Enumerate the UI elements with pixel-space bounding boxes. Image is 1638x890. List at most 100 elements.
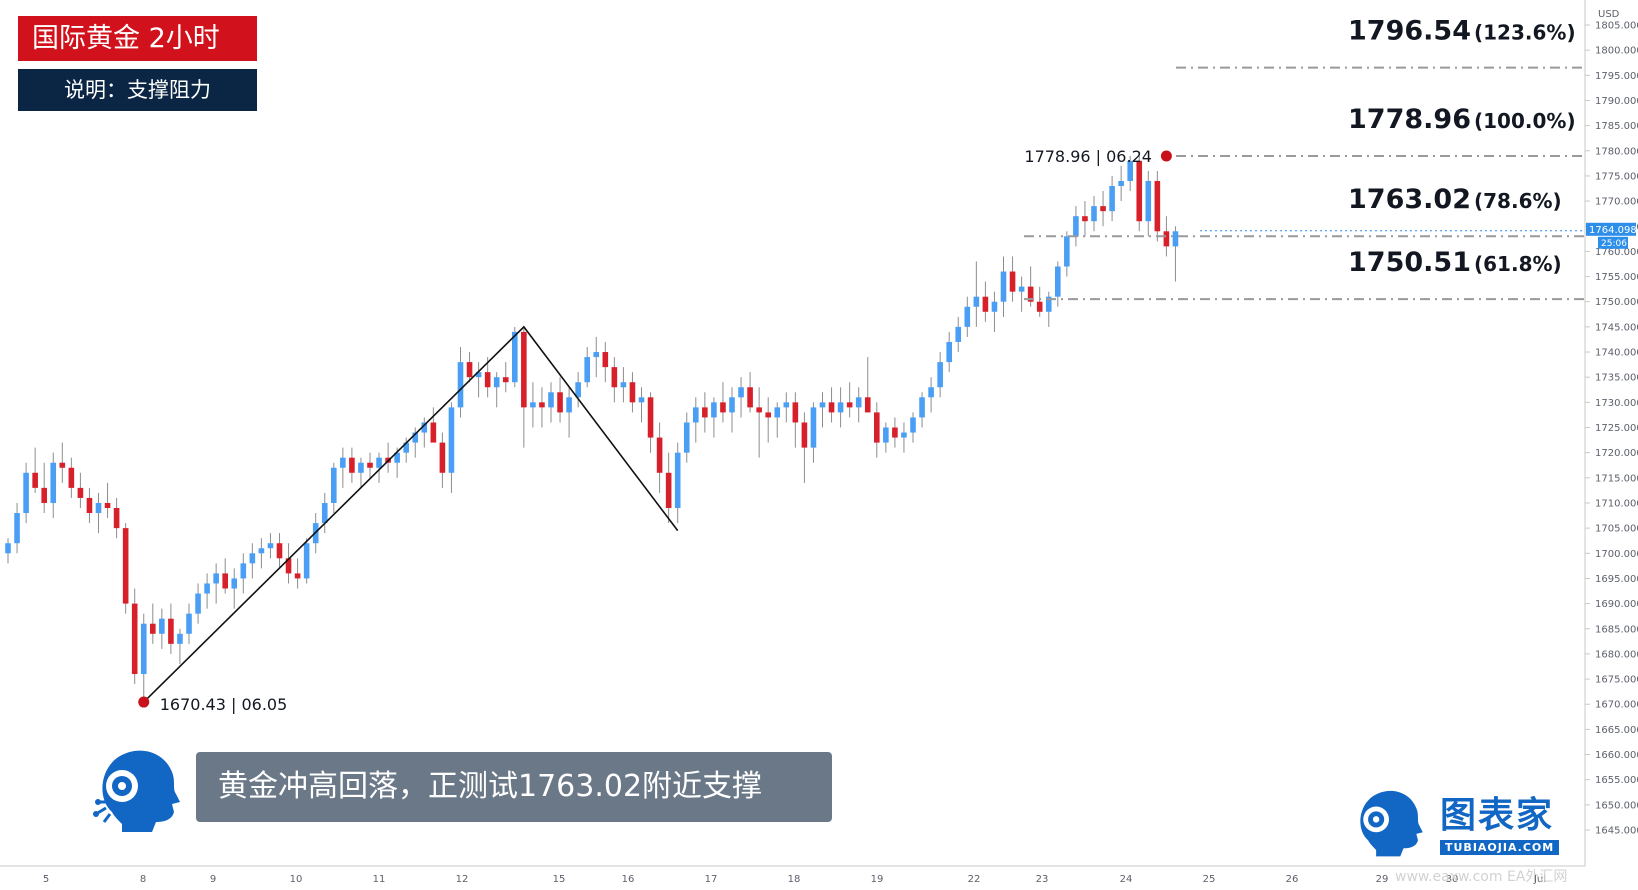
candle xyxy=(729,387,735,433)
y-tick-label: 1735.000 xyxy=(1595,373,1638,384)
candle xyxy=(14,502,20,554)
candle xyxy=(113,497,120,539)
candle xyxy=(674,442,681,524)
candle xyxy=(1091,196,1097,232)
candle xyxy=(955,316,962,353)
zigzag-line xyxy=(143,325,679,703)
y-tick-label: 1705.000 xyxy=(1595,524,1638,535)
candle xyxy=(1000,256,1007,317)
candle xyxy=(1018,276,1025,312)
candle xyxy=(864,357,871,413)
x-tick-label: 23 xyxy=(1036,874,1049,885)
candle xyxy=(403,437,409,463)
candle xyxy=(964,296,971,337)
fib-level[interactable]: 1750.51 (61.8%) xyxy=(1024,247,1585,301)
candle xyxy=(810,402,817,463)
candle xyxy=(638,387,645,423)
candle xyxy=(195,583,201,624)
candle xyxy=(855,387,862,423)
fib-layer: 1796.54 (123.6%) 1778.96 (100.0%) 1763.02 (78… xyxy=(1024,16,1585,301)
candle xyxy=(783,392,790,423)
candle xyxy=(340,447,346,488)
x-tick-label: 30 xyxy=(1446,874,1459,885)
candle xyxy=(629,372,636,413)
fib-price-label: 1763.02 xyxy=(1348,184,1471,215)
candle xyxy=(5,538,11,564)
candle xyxy=(874,402,880,458)
candle xyxy=(584,347,590,388)
x-tick-label: 8 xyxy=(140,874,146,885)
x-tick-label: 11 xyxy=(373,874,386,885)
candle xyxy=(521,326,527,448)
candle xyxy=(910,412,916,443)
y-tick-label: 1720.000 xyxy=(1595,448,1638,459)
candle xyxy=(285,543,292,584)
candle xyxy=(41,462,47,514)
candle xyxy=(367,452,373,478)
candle xyxy=(1109,175,1115,222)
fib-level[interactable]: 1796.54 (123.6%) xyxy=(1176,16,1585,69)
candle xyxy=(475,362,482,398)
candle xyxy=(1136,155,1143,232)
candle xyxy=(358,457,364,488)
candle xyxy=(901,422,907,453)
candle xyxy=(502,362,509,393)
x-tick-label: 26 xyxy=(1286,874,1299,885)
brand-robot-icon xyxy=(1360,790,1423,857)
candle xyxy=(493,372,500,408)
x-tick-label: 10 xyxy=(290,874,303,885)
y-tick-label: 1650.000 xyxy=(1595,800,1638,811)
brand-url: TUBIAOJIA.COM xyxy=(1440,840,1560,855)
candle xyxy=(765,397,771,443)
x-tick-label: 17 xyxy=(705,874,718,885)
x-tick-label: 5 xyxy=(43,874,49,885)
candle xyxy=(557,377,563,423)
fib-price-label: 1750.51 xyxy=(1348,247,1471,278)
candle xyxy=(620,367,627,403)
candle xyxy=(457,347,464,418)
candle xyxy=(222,558,228,594)
candle xyxy=(937,352,943,398)
x-tick-label: 16 xyxy=(622,874,635,885)
candle xyxy=(566,387,572,438)
x-tick-label: 15 xyxy=(553,874,566,885)
candle xyxy=(575,372,581,408)
candle xyxy=(828,387,835,423)
candle xyxy=(711,397,717,438)
candle xyxy=(982,281,989,322)
candle xyxy=(892,417,898,448)
y-tick-label: 1700.000 xyxy=(1595,549,1638,560)
candle xyxy=(168,603,174,654)
fib-level[interactable]: 1778.96 (100.0%) xyxy=(1176,104,1585,158)
zigzag-layer xyxy=(143,325,679,703)
time-axis[interactable]: 5 8 9 10 11 12 15 16 17 18 19 22 23 24 25 26 29 30 Jul xyxy=(0,865,1585,885)
candle xyxy=(1045,291,1052,327)
candle xyxy=(1100,191,1106,227)
candle xyxy=(1154,170,1161,242)
candle xyxy=(819,392,826,428)
candle xyxy=(1145,170,1152,237)
candle xyxy=(683,412,690,463)
candle xyxy=(331,462,337,514)
y-tick-label: 1755.000 xyxy=(1595,272,1638,283)
points-layer: 1670.43 | 06.05 1778.96 | 06.24 xyxy=(138,147,1172,714)
y-tick-label: 1715.000 xyxy=(1595,473,1638,484)
candle xyxy=(611,357,618,403)
candle xyxy=(1082,201,1088,237)
y-tick-label: 1690.000 xyxy=(1595,599,1638,610)
fib-price-label: 1796.54 xyxy=(1348,16,1471,47)
candle xyxy=(792,392,799,448)
candle xyxy=(150,603,156,644)
candle xyxy=(249,543,256,579)
x-tick-label: 18 xyxy=(788,874,801,885)
candle xyxy=(883,422,889,453)
fib-percent-label: (78.6%) xyxy=(1474,189,1562,213)
candle xyxy=(32,447,38,493)
candle xyxy=(973,261,980,327)
fib-level[interactable]: 1763.02 (78.6%) xyxy=(1024,184,1585,238)
candle xyxy=(421,417,428,448)
candle xyxy=(231,568,238,609)
y-tick-label: 1740.000 xyxy=(1595,348,1638,359)
chart-title: 国际黄金 2小时 xyxy=(18,16,257,61)
